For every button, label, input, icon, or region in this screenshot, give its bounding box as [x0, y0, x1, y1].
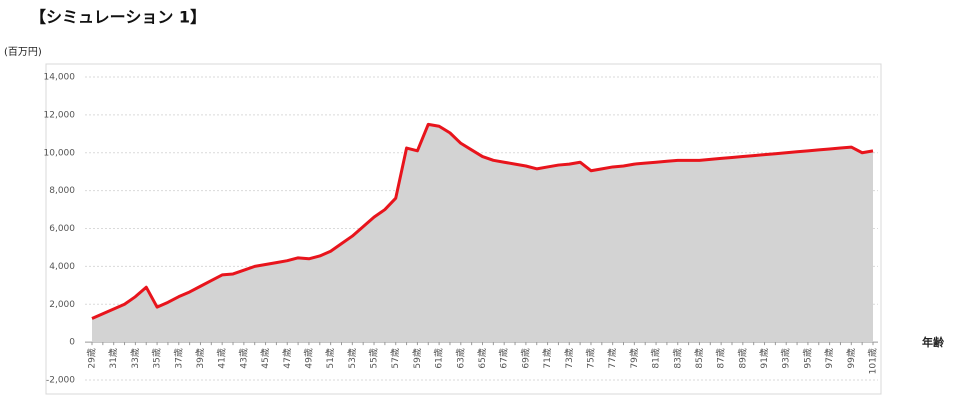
x-tick-label: 83歳	[671, 348, 683, 368]
x-tick-label: 81歳	[650, 348, 662, 368]
x-tick-label: 43歳	[237, 348, 249, 368]
x-tick-label: 95歳	[801, 348, 813, 368]
y-axis-label: (百万円)	[4, 46, 42, 58]
line	[91, 122, 874, 320]
x-tick-label: 67歳	[498, 348, 510, 368]
area	[92, 124, 873, 343]
y-tick-label: 4,000	[49, 262, 75, 272]
x-tick-label: 47歳	[281, 348, 293, 368]
y-tick-label: -2,000	[46, 376, 75, 386]
y-tick-label: 8,000	[49, 186, 75, 196]
x-tick-label: 45歳	[259, 348, 271, 368]
x-tick-label: 101歳	[867, 348, 879, 374]
x-tick-label: 71歳	[541, 348, 553, 368]
x-tick-label: 87歳	[715, 348, 727, 368]
x-tick-label: 51歳	[324, 348, 336, 368]
x-tick-label: 57歳	[389, 348, 401, 368]
x-tick-label: 49歳	[302, 348, 314, 368]
x-tick-label: 29歳	[86, 348, 98, 368]
x-tick-label: 75歳	[584, 348, 596, 368]
x-tick-label: 77歳	[606, 348, 618, 368]
x-tick-label: 61歳	[433, 348, 445, 368]
x-tick-label: 99歳	[845, 348, 857, 368]
y-tick-label: 0	[69, 338, 75, 348]
x-tick-label: 31歳	[107, 348, 119, 368]
x-tick-label: 89歳	[736, 348, 748, 368]
x-tick-label: 33歳	[129, 348, 141, 368]
x-tick-label: 41歳	[216, 348, 228, 368]
x-tick-label: 39歳	[194, 348, 206, 368]
x-axis-label: 年齢	[922, 335, 945, 349]
y-tick-label: 14,000	[44, 73, 76, 83]
x-tick-label: 37歳	[172, 348, 184, 368]
y-tick-label: 10,000	[44, 148, 76, 158]
x-tick-label: 85歳	[693, 348, 705, 368]
x-tick-label: 91歳	[758, 348, 770, 368]
x-tick-label: 53歳	[346, 348, 358, 368]
x-tick-label: 59歳	[411, 348, 423, 368]
x-tick-label: 63歳	[454, 348, 466, 368]
y-tick-label: 6,000	[49, 224, 75, 234]
x-tick-label: 55歳	[368, 348, 380, 368]
x-tick-label: 79歳	[628, 348, 640, 368]
x-tick-label: 93歳	[780, 348, 792, 368]
x-tick-label: 69歳	[519, 348, 531, 368]
x-tick-label: 97歳	[823, 348, 835, 368]
chart-title: 【シミュレーション 1】	[30, 8, 206, 27]
x-tick-label: 35歳	[151, 348, 163, 368]
y-tick-label: 12,000	[44, 110, 76, 120]
y-tick-label: 2,000	[49, 300, 75, 310]
x-tick-label: 65歳	[476, 348, 488, 368]
x-tick-label: 73歳	[563, 348, 575, 368]
plot-frame	[45, 63, 882, 395]
